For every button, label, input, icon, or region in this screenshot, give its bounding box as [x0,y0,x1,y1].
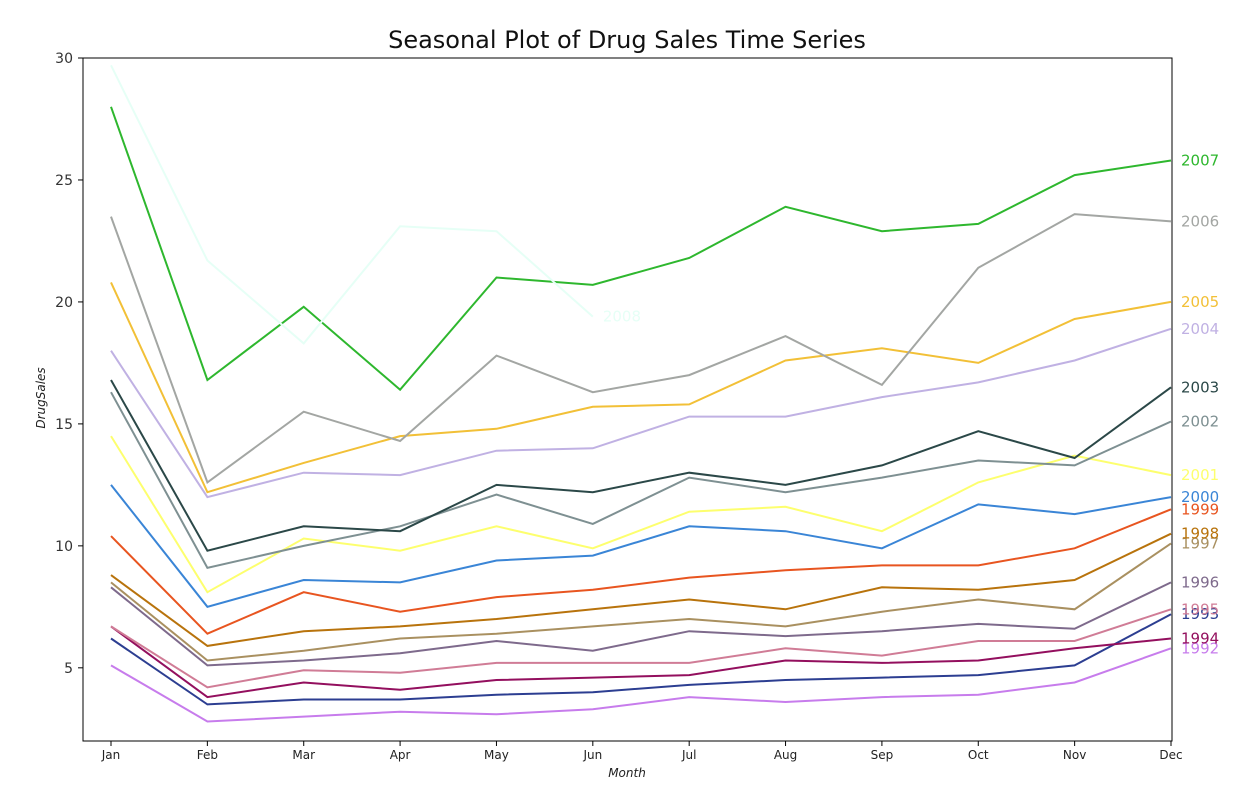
series-line-1998 [110,532,1172,647]
year-label-2004: 2004 [1181,320,1219,338]
year-label-1996: 1996 [1181,573,1219,591]
series-line-2000 [110,484,1172,608]
series-line-2001 [110,435,1172,594]
year-label-2007: 2007 [1181,151,1219,169]
x-tick-label-Feb: Feb [197,748,218,762]
chart-title: Seasonal Plot of Drug Sales Time Series [388,26,866,54]
year-label-1995: 1995 [1181,600,1219,618]
year-label-1992: 1992 [1181,639,1219,657]
year-label-1993: 1993 [1181,605,1219,623]
series-line-1995 [110,608,1172,689]
x-tick-label-Sep: Sep [871,748,894,762]
x-tick-label-Jun: Jun [582,748,602,762]
x-tick-label-Aug: Aug [774,748,797,762]
x-tick-label-Jan: Jan [101,748,121,762]
series-layer [110,64,1172,723]
year-label-2006: 2006 [1181,212,1219,230]
x-tick-label-Dec: Dec [1159,748,1182,762]
year-label-2000: 2000 [1181,488,1219,506]
series-line-1994 [110,625,1172,699]
year-label-2001: 2001 [1181,466,1219,484]
year-label-2002: 2002 [1181,412,1219,430]
plot-frame [82,57,1173,742]
x-tick-label-Mar: Mar [292,748,315,762]
x-tick-label-Apr: Apr [390,748,411,762]
series-line-1996 [110,581,1172,667]
year-label-2008: 2008 [603,308,641,326]
axes-layer: 5 10 15 20 25 30 Jan Feb Mar Apr May Jun Jul Aug Sep Oc… [55,51,1182,762]
series-line-2007 [110,106,1172,392]
series-line-2006 [110,213,1172,484]
y-tick-label-5: 5 [64,661,73,677]
series-line-1992 [110,647,1172,723]
y-tick-label-10: 10 [55,539,73,555]
y-axis-label: DrugSales [34,367,48,428]
x-tick-label-May: May [484,748,509,762]
year-label-1999: 1999 [1181,500,1219,518]
series-line-1997 [110,542,1172,662]
x-tick-label-Jul: Jul [681,748,696,762]
x-axis-label: Month [608,766,646,780]
series-line-2004 [110,327,1172,499]
x-tick-label-Oct: Oct [968,748,989,762]
x-tick-label-Nov: Nov [1063,748,1086,762]
year-labels-layer: 1992199319941995199619971998199920002001… [603,151,1219,657]
y-tick-label-30: 30 [55,51,73,67]
series-line-2008 [110,64,594,345]
y-tick-label-25: 25 [55,173,73,189]
y-tick-label-20: 20 [55,295,73,311]
year-label-1998: 1998 [1181,525,1219,543]
series-line-2003 [110,379,1172,552]
series-line-1999 [110,508,1172,635]
series-line-1993 [110,613,1172,706]
year-label-1997: 1997 [1181,534,1219,552]
y-tick-label-15: 15 [55,417,73,433]
series-line-2002 [110,391,1172,569]
series-line-2005 [110,281,1172,494]
year-label-2003: 2003 [1181,378,1219,396]
year-label-1994: 1994 [1181,630,1219,648]
year-label-2005: 2005 [1181,293,1219,311]
